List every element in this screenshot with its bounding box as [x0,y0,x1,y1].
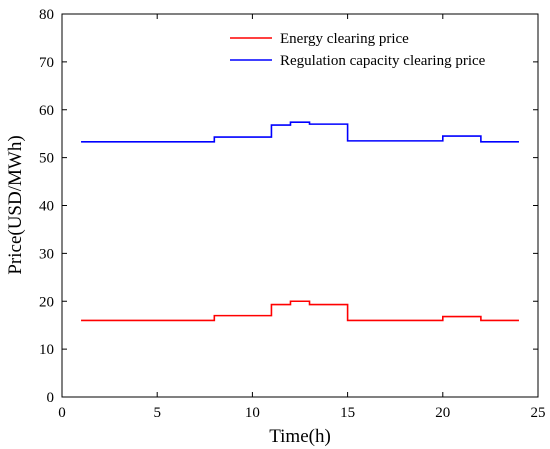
x-tick-label: 10 [245,405,260,421]
x-tick-label: 25 [531,405,546,421]
y-axis-label: Price(USD/MWh) [5,135,26,274]
x-tick-label: 20 [435,405,450,421]
y-tick-label: 30 [39,246,54,262]
y-tick-label: 70 [39,55,54,71]
y-tick-label: 60 [39,103,54,119]
x-tick-label: 0 [58,405,66,421]
series-lines [81,121,519,322]
y-tick-label: 40 [39,199,54,215]
y-tick-label: 80 [39,7,54,23]
x-tick-label: 15 [340,405,355,421]
x-axis-label: Time(h) [269,426,331,447]
plot-frame [61,13,539,398]
legend: Energy clearing price Regulation capacity… [230,31,486,69]
y-tick-label: 10 [39,342,54,358]
series-line-1 [81,121,519,143]
y-tick-label: 50 [39,151,54,167]
series-line-0 [81,300,519,322]
x-tick-label: 5 [153,405,161,421]
legend-label-0: Energy clearing price [280,31,409,47]
legend-label-1: Regulation capacity clearing price [280,53,486,69]
axis-ticks: 0 5 10 15 20 25 0 10 20 30 40 50 60 70 80 [39,7,546,421]
y-tick-label: 20 [39,294,54,310]
y-tick-label: 0 [47,390,55,406]
